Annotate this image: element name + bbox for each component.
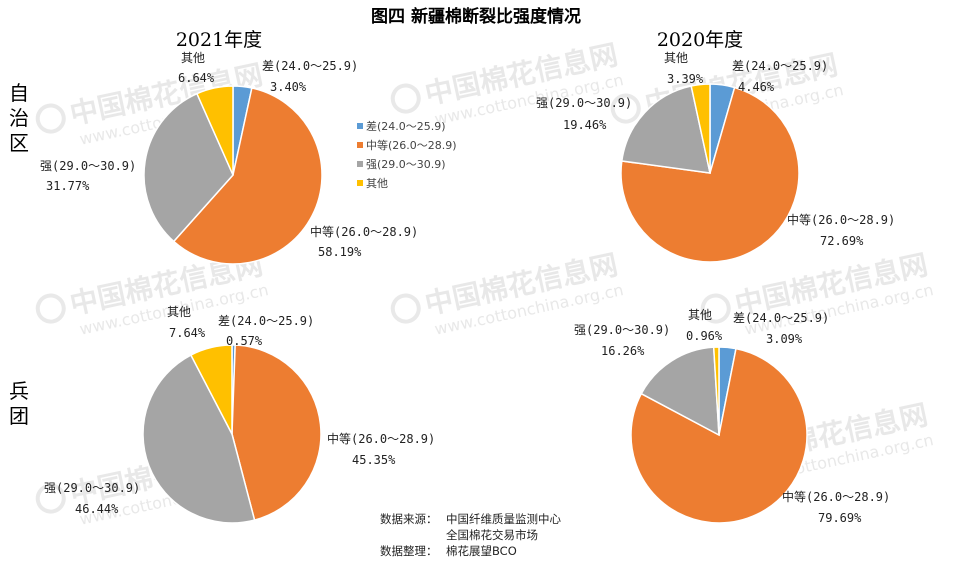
pie-chart-2: 差(24.0～25.9) 4.46% 中等(26.0～28.9) 72.69% 强(29… [536,51,895,263]
slice-value-other: 3.39% [667,72,704,86]
row-label-region: 区 [9,131,29,155]
pie-slice-other [690,83,711,174]
slice-label-strong: 强(29.0～30.9) [44,481,140,495]
legend-label-medium: 中等(26.0～28.9) [366,138,457,152]
pie-chart-3: 差(24.0～25.9) 0.57% 中等(26.0～28.9) 45.35% 强(29… [44,305,435,524]
row-label-corps: 兵 [9,379,29,403]
pie-slice-medium [620,86,800,263]
slice-value-medium: 79.69% [818,511,862,525]
pie-slice-strong [143,92,234,243]
slice-label-other: 其他 [688,308,712,322]
slice-label-other: 其他 [167,305,191,319]
legend: 差(24.0～25.9) 中等(26.0～28.9) 强(29.0～30.9) 其他 [357,119,457,190]
slice-value-medium: 45.35% [352,453,396,467]
slice-value-other: 7.64% [169,326,206,340]
pie-slice-strong [640,346,720,437]
slice-label-poor: 差(24.0～25.9) [733,311,829,325]
row-label-region: 自 [9,81,29,105]
slice-label-strong: 强(29.0～30.9) [40,159,136,173]
pie-title-2021: 2021年度 [176,29,262,51]
pie-slice-medium [231,344,322,522]
legend-label-other: 其他 [366,177,388,190]
slice-value-poor: 3.09% [766,332,803,346]
pie-slice-strong [142,354,256,524]
slice-label-other: 其他 [181,51,205,65]
slice-value-poor: 4.46% [738,80,775,94]
pie-slice-medium [172,87,323,265]
pie-charts: 差(24.0～25.9) 3.40% 中等(26.0～28.9) 58.19% 强(29… [40,51,895,525]
source-value-2: 全国棉花交易市场 [446,528,538,542]
source-note: 数据来源： 中国纤维质量监测中心 全国棉花交易市场 数据整理： 棉花展望BCO [380,512,561,558]
slice-label-poor: 差(24.0～25.9) [262,59,358,73]
legend-label-strong: 强(29.0～30.9) [366,158,446,171]
pie-slice-other [195,85,234,176]
pie-chart-4: 差(24.0～25.9) 3.09% 中等(26.0～28.9) 79.69% 强(29… [574,308,890,525]
pie-slice-other [189,344,233,435]
slice-value-strong: 46.44% [75,502,119,516]
slice-value-other: 6.64% [178,71,215,85]
pie-slice-other [712,346,720,436]
source-label: 数据来源： [380,512,438,526]
slice-label-poor: 差(24.0～25.9) [218,314,314,328]
slice-label-medium: 中等(26.0～28.9) [310,224,418,239]
slice-value-other: 0.96% [686,329,723,343]
slice-value-strong: 31.77% [46,179,90,193]
compiler-label: 数据整理： [380,544,438,558]
slice-label-strong: 强(29.0～30.9) [574,323,670,337]
legend-swatch-poor [357,123,363,129]
legend-label-poor: 差(24.0～25.9) [366,119,446,133]
slice-value-medium: 72.69% [820,234,864,248]
slice-label-medium: 中等(26.0～28.9) [327,431,435,446]
pie-slice-strong [620,85,711,174]
legend-swatch-strong [357,161,363,167]
compiler-value: 棉花展望BCO [446,544,517,558]
row-label-corps: 团 [9,404,29,428]
slice-value-poor: 3.40% [270,80,307,94]
slice-label-medium: 中等(26.0～28.9) [787,212,895,227]
slice-value-strong: 19.46% [563,118,607,132]
slice-value-medium: 58.19% [318,245,362,259]
slice-value-strong: 16.26% [601,344,645,358]
figure-title: 图四 新疆棉断裂比强度情况 [371,6,581,27]
source-value-1: 中国纤维质量监测中心 [446,512,561,526]
slice-label-poor: 差(24.0～25.9) [732,59,828,73]
slice-label-other: 其他 [664,51,688,65]
row-label-region: 治 [9,106,29,130]
legend-swatch-other [357,180,363,186]
legend-swatch-medium [357,142,363,148]
slice-value-poor: 0.57% [226,334,263,348]
slice-label-medium: 中等(26.0～28.9) [782,489,890,504]
slice-label-strong: 强(29.0～30.9) [536,96,632,110]
pie-chart-1: 差(24.0～25.9) 3.40% 中等(26.0～28.9) 58.19% 强(29… [40,51,418,265]
pie-title-2020: 2020年度 [657,29,743,51]
